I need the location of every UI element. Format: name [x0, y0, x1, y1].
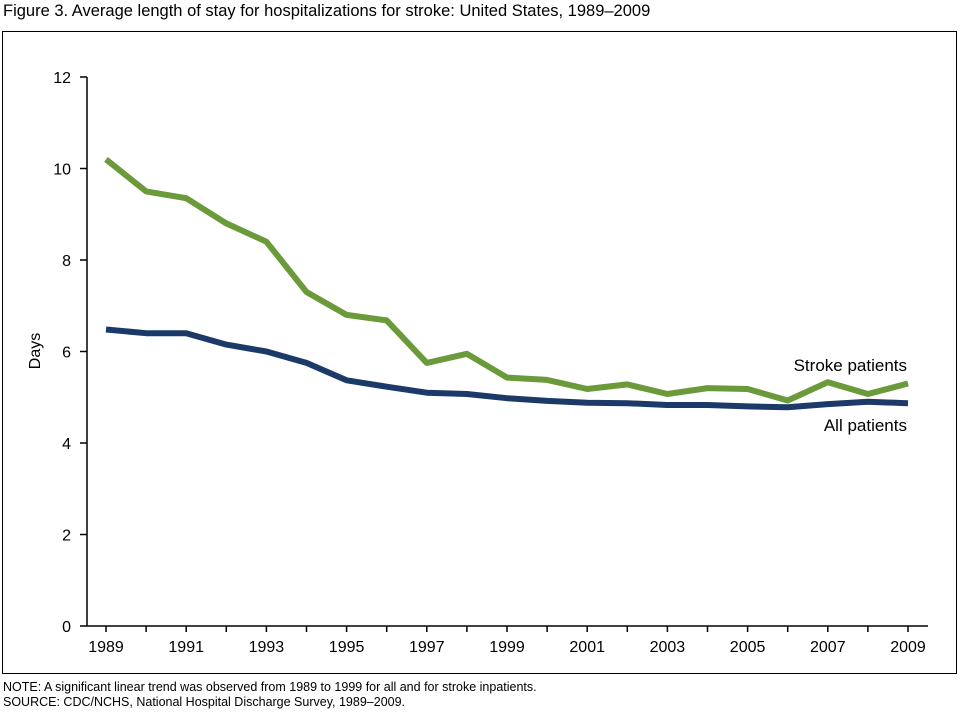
x-tick-label: 1993	[249, 639, 285, 656]
data-lines	[104, 157, 909, 411]
x-tick-label: 1997	[409, 639, 445, 656]
figure-title: Figure 3. Average length of stay for hos…	[3, 2, 651, 20]
x-tick-label: 2009	[890, 639, 926, 656]
x-tick-label: 2007	[810, 639, 846, 656]
y-tick-label: 0	[62, 619, 71, 636]
y-tick-label: 2	[62, 528, 71, 545]
source-text: SOURCE: CDC/NCHS, National Hospital Disc…	[3, 695, 406, 709]
x-tick-label: 1999	[489, 639, 525, 656]
y-tick-label: 10	[53, 162, 71, 179]
x-tick-label: 2003	[650, 639, 686, 656]
series-label-stroke-patients: Stroke patients	[794, 356, 907, 375]
y-tick-label: 6	[62, 345, 71, 362]
series-labels: Stroke patients All patients	[794, 356, 907, 435]
footnotes: NOTE: A significant linear trend was obs…	[3, 680, 537, 710]
axes: 0 2 4 6 8 10 12 1989 1991 1993 1995 1997 1999 2001 200…	[27, 70, 928, 656]
series-line-all-patients	[105, 326, 909, 411]
x-tick-label: 1989	[88, 639, 124, 656]
note-text: NOTE: A significant linear trend was obs…	[3, 680, 537, 694]
y-axis-label: Days	[27, 333, 44, 369]
y-tick-label: 12	[53, 70, 71, 87]
chart-frame	[2, 31, 957, 674]
y-tick-label: 4	[62, 436, 71, 453]
series-label-all-patients: All patients	[824, 416, 907, 435]
x-tick-label: 2001	[569, 639, 605, 656]
x-tick-label: 1995	[329, 639, 365, 656]
x-tick-label: 1991	[168, 639, 204, 656]
series-line-stroke-patients	[104, 157, 909, 404]
y-tick-label: 8	[62, 253, 71, 270]
x-tick-label: 2005	[730, 639, 766, 656]
